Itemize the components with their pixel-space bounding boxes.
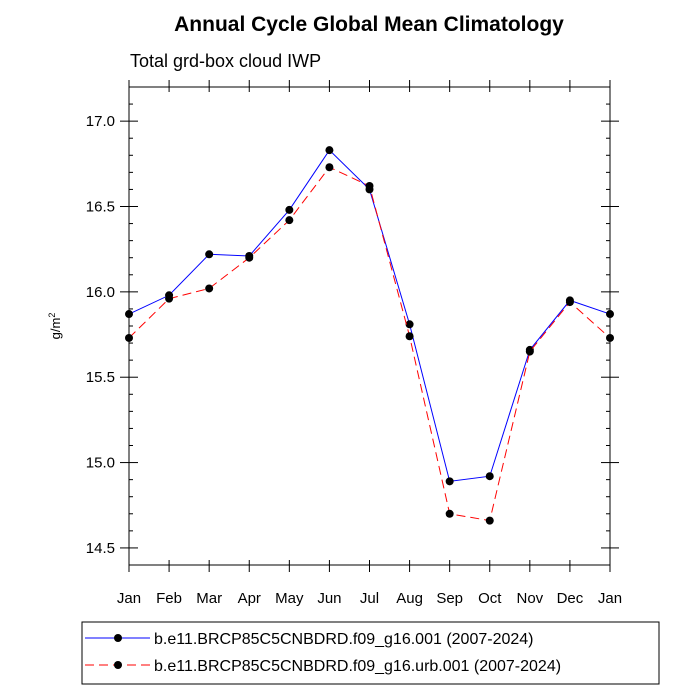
series-1-point — [606, 310, 614, 319]
y-axis-label-exponent: 2 — [47, 313, 57, 318]
x-tick-label: Dec — [557, 590, 584, 607]
series-2-point — [485, 516, 494, 525]
legend-marker-2 — [114, 661, 122, 669]
series-1-point — [405, 320, 414, 329]
chart-title: Annual Cycle Global Mean Climatology — [174, 13, 564, 36]
series-1-point — [445, 477, 454, 486]
series-2-point — [205, 284, 214, 293]
series-line-2 — [128, 166, 611, 522]
series-2-point — [285, 216, 294, 225]
x-tick-labels: Jan Feb Mar Apr May Jun Jul Aug Sep Oct Nov Dec Jan — [117, 590, 622, 607]
legend-label-1: b.e11.BRCP85C5CNBDRD.f09_g16.001 (2007-2… — [154, 631, 533, 648]
y-tick-label: 16.5 — [86, 199, 115, 216]
x-tick-label: Oct — [478, 590, 502, 607]
legend-label-2: b.e11.BRCP85C5CNBDRD.f09_g16.urb.001 (20… — [154, 658, 561, 675]
chart-subtitle: Total grd-box cloud IWP — [130, 51, 321, 71]
y-tick-labels: 14.5 15.0 15.5 16.0 16.5 17.0 — [86, 113, 115, 557]
x-tick-label: Nov — [516, 590, 543, 607]
series-2-point — [525, 347, 534, 356]
x-tick-label: Aug — [396, 590, 423, 607]
series-layer — [125, 146, 614, 525]
series-1-point — [285, 205, 294, 214]
series-2-point — [565, 298, 574, 307]
series-2-point — [405, 332, 414, 341]
series-2-point — [325, 163, 334, 172]
x-tick-label: Apr — [238, 590, 261, 607]
x-tick-label: May — [275, 590, 304, 607]
y-axis-label: g/m2 — [47, 313, 63, 340]
x-tick-label: Sep — [436, 590, 463, 607]
series-1-point — [485, 472, 494, 481]
y-tick-label: 15.0 — [86, 455, 115, 472]
y-tick-label: 14.5 — [86, 540, 115, 557]
series-2-point — [445, 509, 454, 518]
x-tick-label: Jul — [360, 590, 379, 607]
series-2-point — [606, 333, 614, 342]
series-2-point — [245, 253, 254, 262]
series-1-point — [125, 310, 133, 319]
series-2-point — [365, 182, 374, 191]
x-tick-label: Feb — [156, 590, 182, 607]
x-tick-label: Mar — [196, 590, 222, 607]
series-2-point — [165, 294, 174, 303]
series-1-point — [325, 146, 334, 155]
x-tick-label: Jun — [317, 590, 341, 607]
y-tick-label: 17.0 — [86, 113, 115, 130]
y-tick-label: 15.5 — [86, 369, 115, 386]
series-line-1 — [128, 149, 611, 482]
y-axis-label-unit: g/m — [48, 318, 63, 340]
legend-box — [81, 621, 660, 685]
series-2-point — [125, 333, 133, 342]
legend-marker-1 — [114, 634, 122, 642]
legend: b.e11.BRCP85C5CNBDRD.f09_g16.001 (2007-2… — [85, 631, 561, 675]
x-tick-label: Jan — [117, 590, 141, 607]
axis-ticks — [120, 80, 619, 572]
y-tick-label: 16.0 — [86, 284, 115, 301]
series-1-point — [205, 250, 214, 259]
plot-frame — [128, 86, 611, 566]
x-tick-label: Jan — [598, 590, 622, 607]
